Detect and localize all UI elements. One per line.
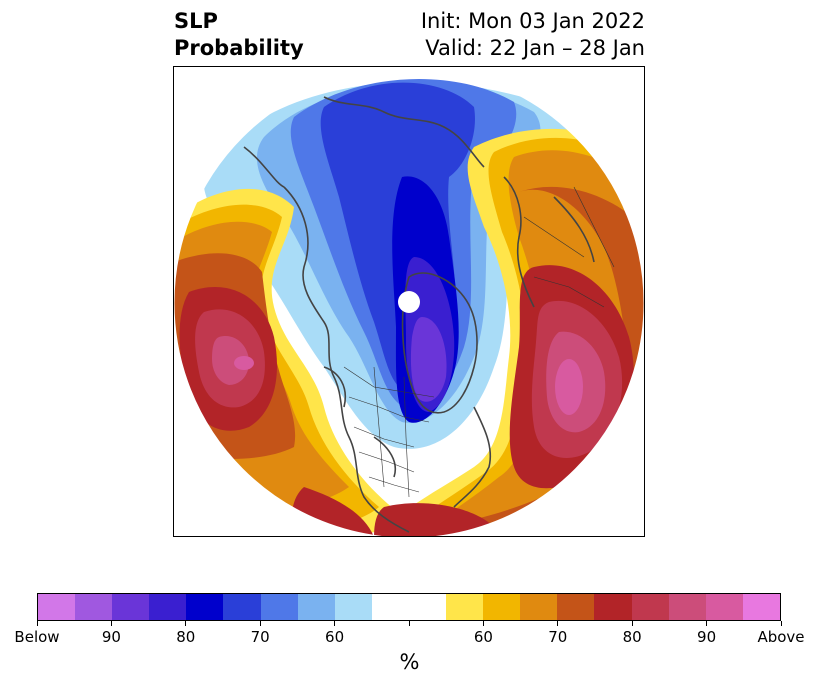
colorbar-cell [149,594,187,620]
above-normal-atlantic [291,128,644,536]
colorbar-cell [742,594,780,620]
map-disk-edge [174,67,644,536]
title-right: Init: Mon 03 Jan 2022 Valid: 22 Jan – 28… [421,8,645,62]
colorbar-cell [297,594,335,620]
colorbar-cell [334,594,372,620]
title-variable: SLP [174,9,218,33]
colorbar-cell [483,594,521,620]
colorbar-labels: Below 90 80 70 60 60 70 80 90 Above [0,628,819,648]
init-date: Init: Mon 03 Jan 2022 [420,9,645,33]
colorbar-cell [631,594,669,620]
colorbar-tick-label: Below [14,628,60,646]
colorbar-tick [36,621,38,626]
colorbar-cell [260,594,298,620]
colorbar-tick-label: Above [757,628,805,646]
colorbar-tick [259,621,261,626]
colorbar-tick-label: 90 [697,628,717,646]
colorbar-tick [110,621,112,626]
colorbar-cell [112,594,150,620]
colorbar-tick [631,621,633,626]
colorbar-tick [706,621,708,626]
colorbar-tick-label: 60 [473,628,493,646]
colorbar-tick [780,621,782,626]
title-left: SLP Probability [174,8,304,62]
probability-map [174,67,644,536]
colorbar-cell [446,594,484,620]
colorbar [37,593,781,621]
colorbar-tick [557,621,559,626]
colorbar-tick-label: 70 [548,628,568,646]
colorbar-cell [557,594,595,620]
colorbar-cell [705,594,743,620]
colorbar-tick [408,621,410,626]
colorbar-cell [594,594,632,620]
valid-range: Valid: 22 Jan – 28 Jan [425,36,645,60]
colorbar-tick-label: 60 [325,628,345,646]
colorbar-tick-label: 80 [176,628,196,646]
colorbar-cell [38,594,76,620]
colorbar-tick-label: 70 [250,628,270,646]
colorbar-tick-label: 80 [622,628,642,646]
borders [343,186,615,498]
title-product: Probability [174,36,304,60]
colorbar-cell [371,594,409,620]
map-panel [173,66,645,537]
colorbar-tick [482,621,484,626]
colorbar-tick [185,621,187,626]
colorbar-tick [334,621,336,626]
coastlines [243,96,595,533]
colorbar-cell [408,594,447,620]
colorbar-cell [668,594,706,620]
colorbar-cell [223,594,261,620]
colorbar-tick-label: 90 [101,628,121,646]
colorbar-unit: % [399,650,420,674]
colorbar-cell [75,594,113,620]
colorbar-cell [186,594,224,620]
colorbar-cell [520,594,558,620]
pole-marker [398,291,420,313]
